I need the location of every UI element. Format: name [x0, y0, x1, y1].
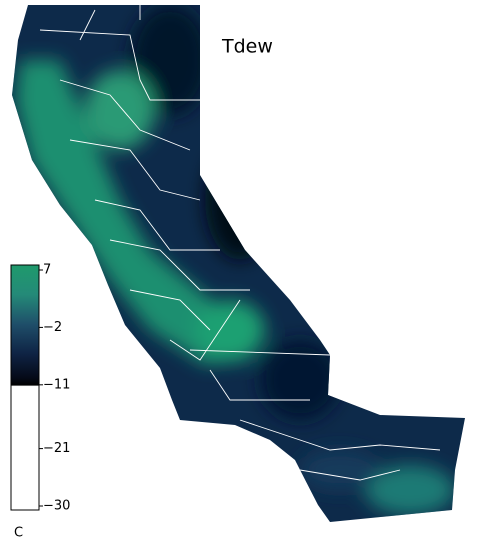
- colorbar-tick-label: −21: [43, 441, 70, 456]
- colorbar-tick-label: 7: [43, 263, 51, 278]
- colorbar-tick-label: −11: [43, 377, 70, 392]
- colorbar-tick-label: −2: [43, 320, 62, 335]
- colorbar: [10, 264, 40, 511]
- colorbar-unit: C: [14, 526, 23, 541]
- map-title: Tdew: [221, 36, 273, 58]
- colorbar-tick-label: −30: [43, 499, 70, 514]
